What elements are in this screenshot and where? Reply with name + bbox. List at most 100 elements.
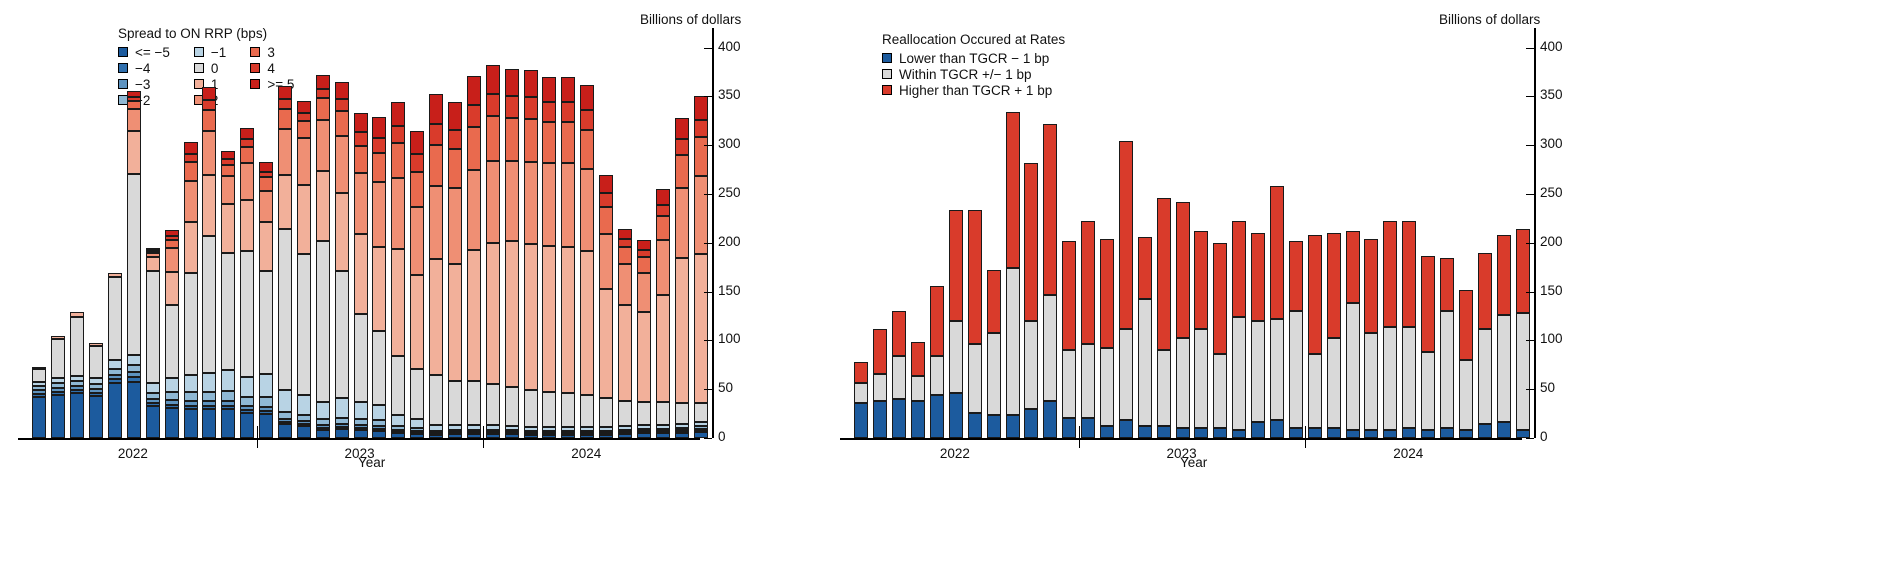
spread-bar-segment — [259, 177, 274, 192]
spread-bar[interactable] — [485, 28, 500, 438]
realloc-bar[interactable] — [1043, 28, 1058, 438]
realloc-bar[interactable] — [1383, 28, 1398, 438]
spread-bar[interactable] — [278, 28, 292, 438]
spread-bar[interactable] — [693, 28, 708, 438]
spread-bar[interactable] — [410, 28, 425, 438]
spread-bar[interactable] — [108, 28, 122, 438]
spread-bar-segment — [164, 235, 179, 240]
spread-bar-segment — [636, 239, 651, 250]
spread-bar[interactable] — [126, 28, 141, 438]
spread-bar[interactable] — [315, 28, 330, 438]
spread-bar-segment — [145, 250, 160, 253]
spread-bar[interactable] — [674, 28, 689, 438]
spread-bar-segment — [523, 435, 538, 438]
spread-bar-segment — [315, 88, 330, 99]
spread-bar[interactable] — [145, 28, 160, 438]
spread-bar[interactable] — [89, 28, 104, 438]
spread-bar[interactable] — [448, 28, 462, 438]
realloc-legend-item[interactable]: Higher than TGCR + 1 bp — [882, 83, 1052, 98]
realloc-bar[interactable] — [1251, 28, 1266, 438]
spread-bar[interactable] — [240, 28, 255, 438]
realloc-bar[interactable] — [1005, 28, 1020, 438]
spread-legend-item[interactable]: −4 — [118, 61, 170, 76]
spread-bar[interactable] — [599, 28, 614, 438]
realloc-legend-item[interactable]: Within TGCR +/− 1 bp — [882, 67, 1052, 82]
spread-bar[interactable] — [655, 28, 670, 438]
spread-legend-item[interactable]: 3 — [250, 45, 294, 60]
realloc-bar[interactable] — [1118, 28, 1133, 438]
spread-bar-segment — [674, 154, 689, 189]
realloc-bar[interactable] — [854, 28, 869, 438]
spread-bar[interactable] — [466, 28, 481, 438]
spread-bar-segment — [334, 397, 349, 418]
realloc-bar[interactable] — [1288, 28, 1303, 438]
realloc-bar[interactable] — [1402, 28, 1417, 438]
spread-bar[interactable] — [32, 28, 47, 438]
spread-legend-item[interactable]: −1 — [193, 45, 226, 60]
realloc-bar[interactable] — [1364, 28, 1379, 438]
realloc-bar[interactable] — [1137, 28, 1152, 438]
spread-bar-segment — [126, 377, 141, 383]
y-axis-tick-label: 150 — [1540, 282, 1563, 298]
realloc-bar-segment — [1515, 430, 1530, 438]
realloc-bar[interactable] — [930, 28, 944, 438]
spread-bar[interactable] — [523, 28, 538, 438]
spread-bar[interactable] — [353, 28, 368, 438]
realloc-bar[interactable] — [1496, 28, 1511, 438]
spread-bar[interactable] — [561, 28, 576, 438]
spread-bar[interactable] — [391, 28, 406, 438]
spread-bar[interactable] — [372, 28, 387, 438]
realloc-bar[interactable] — [1307, 28, 1322, 438]
realloc-bar-segment — [1421, 352, 1436, 431]
spread-bar[interactable] — [202, 28, 217, 438]
realloc-bar[interactable] — [1156, 28, 1171, 438]
realloc-bar[interactable] — [1345, 28, 1360, 438]
spread-bar[interactable] — [334, 28, 349, 438]
spread-bar-segment — [410, 130, 425, 154]
spread-bar[interactable] — [618, 28, 632, 438]
spread-bar[interactable] — [580, 28, 595, 438]
spread-legend-item[interactable]: <= −5 — [118, 45, 170, 60]
realloc-bar[interactable] — [1213, 28, 1228, 438]
realloc-bar[interactable] — [1232, 28, 1247, 438]
realloc-bar[interactable] — [1100, 28, 1114, 438]
realloc-bar[interactable] — [892, 28, 907, 438]
spread-bar[interactable] — [70, 28, 85, 438]
realloc-bar[interactable] — [1326, 28, 1341, 438]
spread-legend-item[interactable]: −3 — [118, 77, 170, 92]
realloc-bar[interactable] — [1421, 28, 1436, 438]
realloc-bar[interactable] — [1440, 28, 1454, 438]
spread-bar[interactable] — [296, 28, 311, 438]
spread-legend-item[interactable]: 4 — [250, 61, 294, 76]
spread-bar-segment — [636, 425, 651, 430]
realloc-bar[interactable] — [1194, 28, 1209, 438]
realloc-legend-item[interactable]: Lower than TGCR − 1 bp — [882, 51, 1052, 66]
spread-legend-item[interactable]: 1 — [193, 77, 226, 92]
spread-bar[interactable] — [504, 28, 519, 438]
realloc-bar[interactable] — [1024, 28, 1039, 438]
spread-bar-segment — [32, 382, 47, 387]
spread-bar[interactable] — [51, 28, 66, 438]
spread-bar[interactable] — [183, 28, 198, 438]
spread-bar[interactable] — [259, 28, 274, 438]
spread-bar[interactable] — [221, 28, 236, 438]
realloc-bar[interactable] — [1062, 28, 1077, 438]
realloc-bar[interactable] — [967, 28, 982, 438]
realloc-bar[interactable] — [986, 28, 1001, 438]
realloc-bar[interactable] — [1081, 28, 1096, 438]
spread-bar-segment — [674, 258, 689, 403]
spread-bar[interactable] — [429, 28, 444, 438]
spread-bar[interactable] — [164, 28, 179, 438]
realloc-bar[interactable] — [873, 28, 888, 438]
realloc-bar[interactable] — [1515, 28, 1530, 438]
spread-bar[interactable] — [636, 28, 651, 438]
spread-bar[interactable] — [542, 28, 557, 438]
realloc-bar[interactable] — [1477, 28, 1492, 438]
spread-bar-segment — [504, 434, 519, 438]
realloc-bar[interactable] — [911, 28, 926, 438]
realloc-bar[interactable] — [1270, 28, 1284, 438]
realloc-bar[interactable] — [1458, 28, 1473, 438]
spread-legend-item[interactable]: 0 — [193, 61, 226, 76]
realloc-bar[interactable] — [1175, 28, 1190, 438]
realloc-bar[interactable] — [948, 28, 963, 438]
